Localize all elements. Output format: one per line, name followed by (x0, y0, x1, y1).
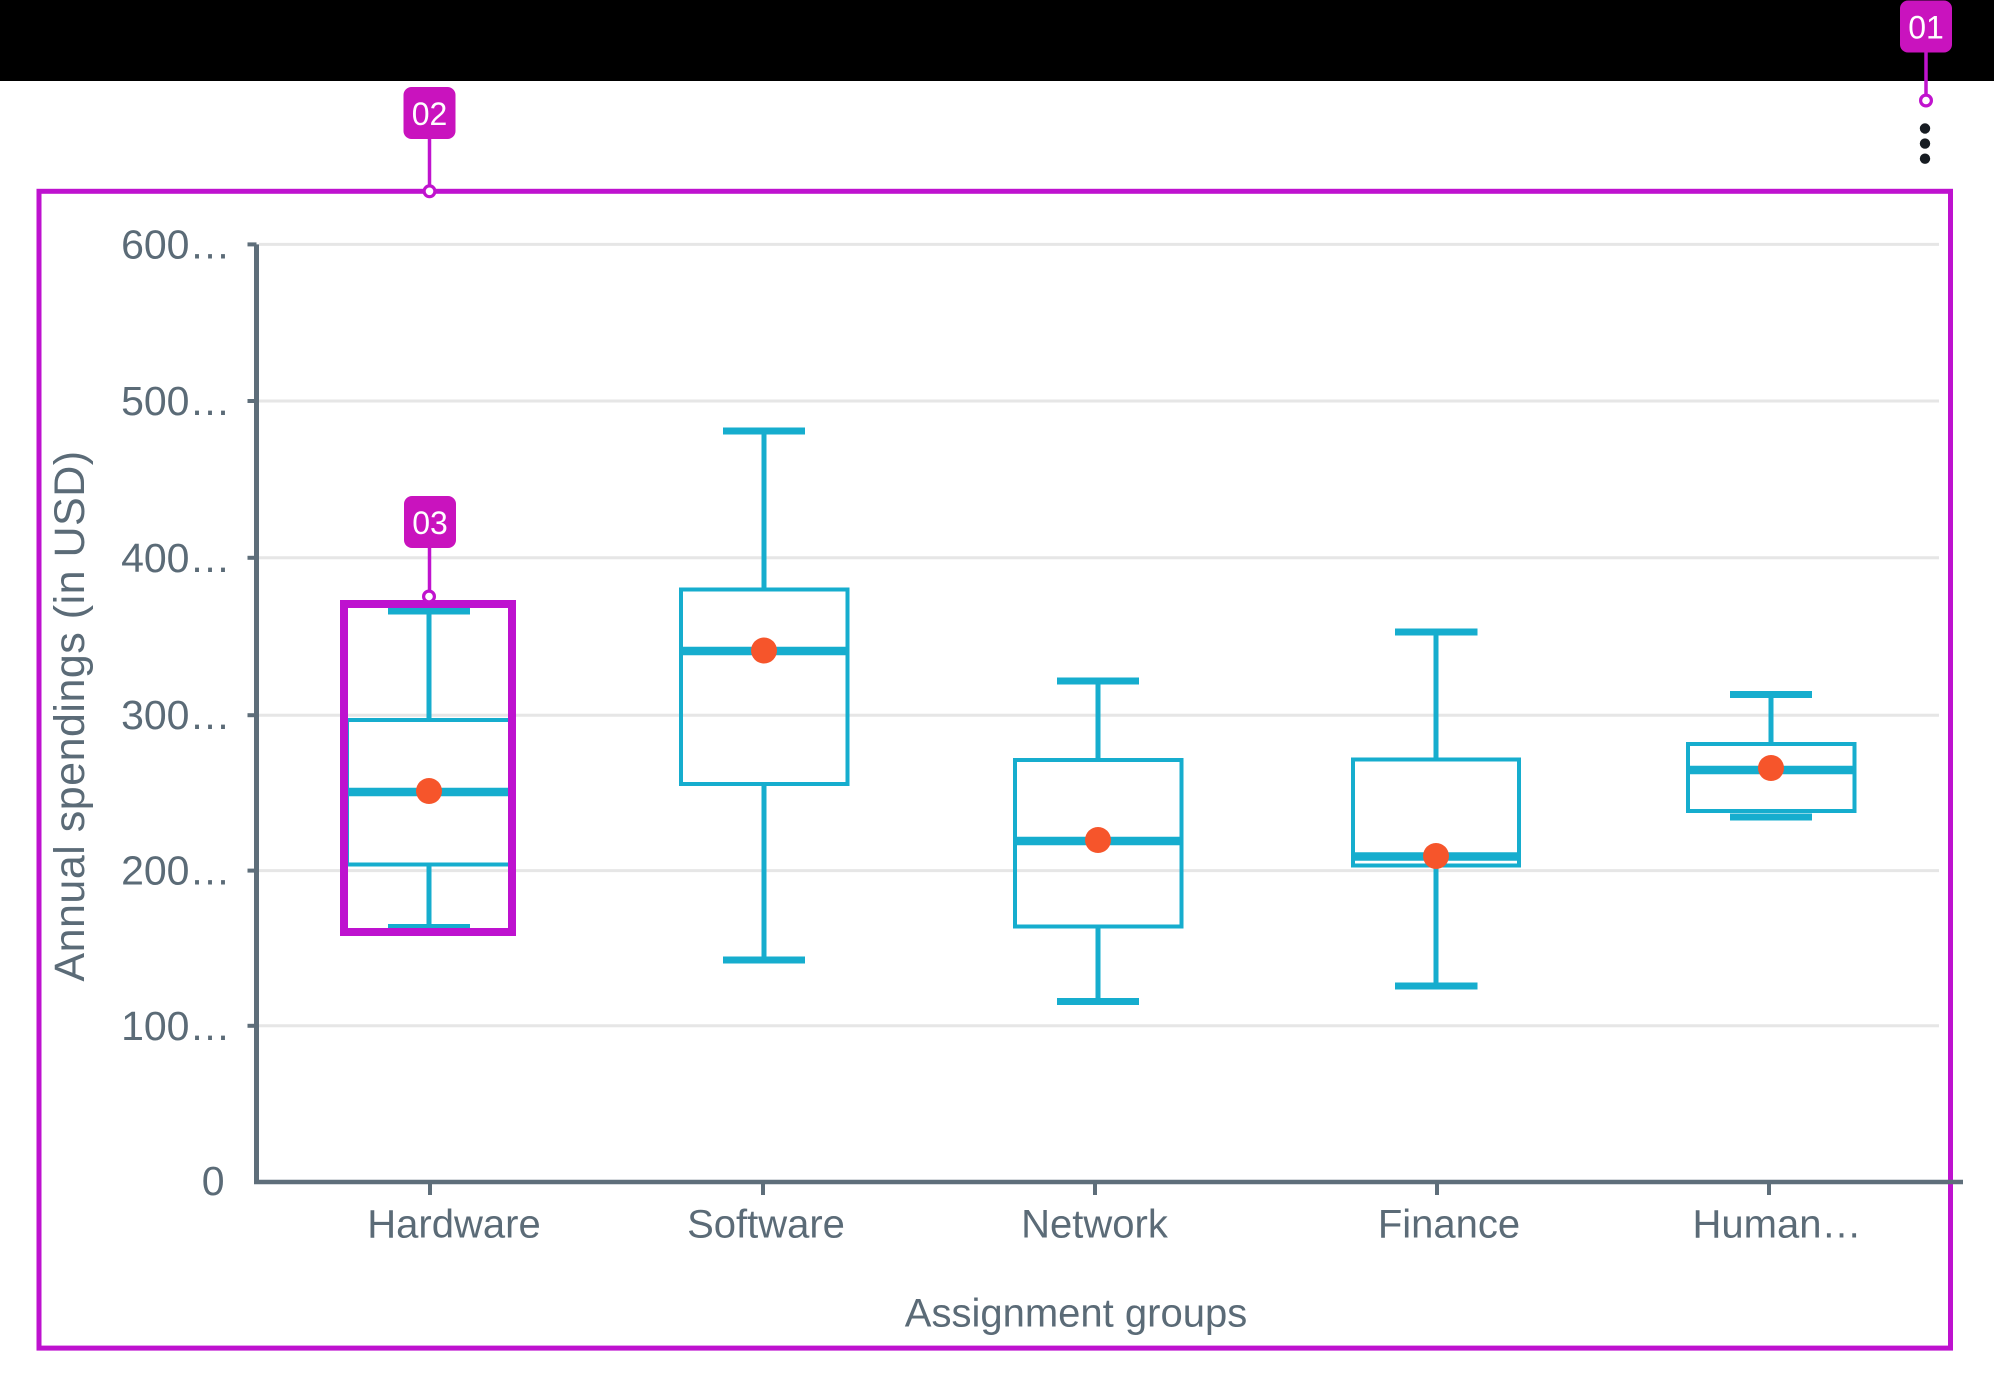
svg-text:200…: 200… (121, 848, 230, 894)
svg-text:500…: 500… (121, 378, 230, 424)
svg-text:600…: 600… (121, 221, 230, 267)
svg-text:Finance: Finance (1378, 1203, 1520, 1247)
svg-text:Network: Network (1021, 1203, 1169, 1247)
svg-text:400…: 400… (121, 535, 230, 581)
svg-text:100…: 100… (121, 1003, 230, 1049)
svg-text:300…: 300… (121, 692, 230, 738)
svg-text:Hardware: Hardware (367, 1203, 540, 1247)
svg-text:02: 02 (412, 96, 448, 132)
svg-text:Software: Software (687, 1203, 845, 1247)
svg-text:0: 0 (202, 1158, 225, 1204)
svg-text:Annual spendings (in USD): Annual spendings (in USD) (46, 450, 94, 981)
svg-text:03: 03 (412, 505, 448, 541)
svg-text:Assignment groups: Assignment groups (905, 1292, 1247, 1336)
svg-text:Human…: Human… (1693, 1203, 1862, 1247)
svg-text:01: 01 (1908, 10, 1944, 46)
